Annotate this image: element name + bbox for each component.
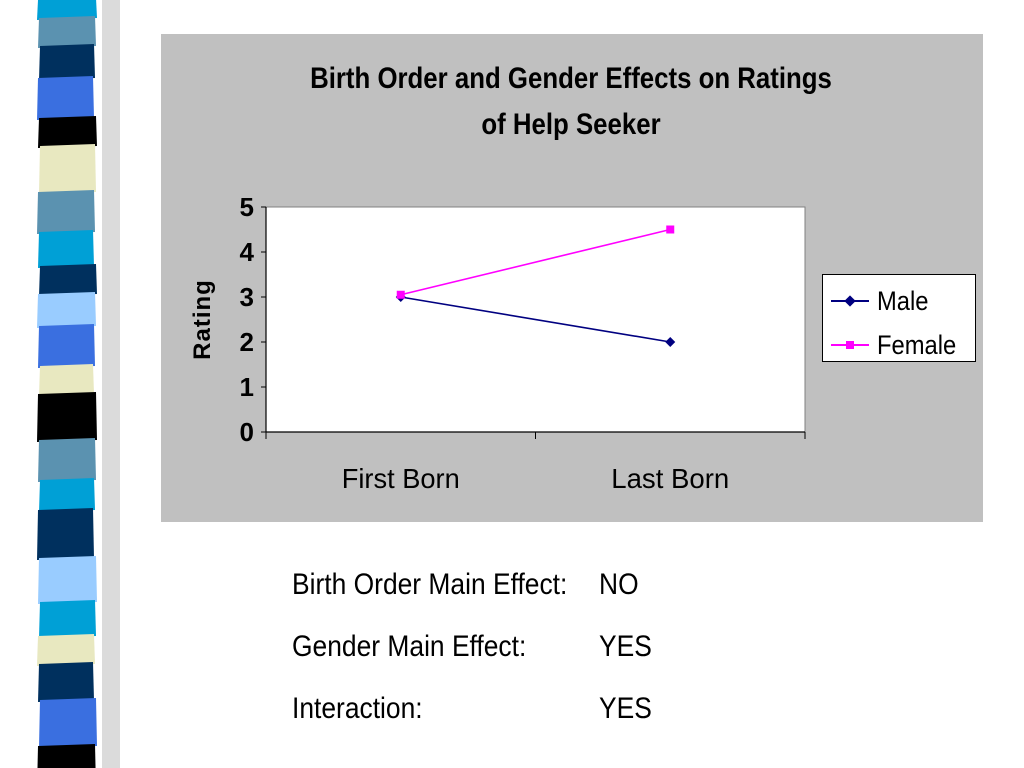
data-point-female [396, 290, 405, 299]
x-tick-label: First Born [342, 463, 460, 494]
effect-label: Gender Main Effect: [292, 630, 527, 663]
y-tick-label: 0 [240, 417, 254, 447]
data-point-male [665, 337, 676, 347]
strip-block [38, 662, 94, 702]
effect-label: Interaction: [292, 692, 423, 725]
strip-block [39, 600, 96, 638]
strip-block [37, 0, 97, 20]
series-line-female [400, 228, 671, 296]
chart-plot: 0 1 2 3 4 5 First Born Last Born Rating [189, 192, 806, 494]
strip-block [37, 744, 96, 768]
strip-block [37, 76, 94, 120]
y-axis-label: Rating [189, 279, 216, 360]
strip-block [38, 556, 97, 604]
strip-block [38, 230, 94, 268]
strip-block [38, 116, 97, 148]
effect-value: YES [599, 692, 652, 725]
legend-label-female: Female [877, 329, 957, 360]
strip-block [39, 478, 95, 512]
y-tick-label: 5 [240, 192, 254, 222]
effect-label: Birth Order Main Effect: [292, 568, 568, 601]
strip-block [38, 324, 95, 368]
series-line-male [400, 296, 671, 343]
strip-block [37, 508, 94, 560]
strip-block [39, 144, 96, 194]
strip-block [39, 364, 94, 396]
chart-area: 0 1 2 3 4 5 First Born Last Born Rating Birth Or… [161, 34, 983, 522]
strip-block [38, 16, 96, 48]
chart-title-line-1: Birth Order and Gender Effects on Rating… [310, 62, 832, 95]
legend-key-male [831, 294, 869, 308]
legend-item-male: Male [831, 285, 936, 317]
data-point-female [666, 225, 675, 234]
decorative-side-strip [0, 0, 130, 768]
y-tick-label: 3 [240, 282, 254, 312]
legend-item-female: Female [831, 329, 967, 361]
chart-legend: Male Female [822, 274, 976, 362]
effect-value: NO [599, 568, 639, 601]
strip-block [37, 392, 97, 442]
y-tick-label: 2 [240, 327, 254, 357]
strip-block [37, 634, 95, 666]
legend-key-female [831, 338, 869, 352]
strip-block [38, 438, 96, 482]
chart-title-line-2: of Help Seeker [481, 108, 661, 141]
strip-block [39, 264, 97, 296]
y-tick-label: 1 [240, 372, 254, 402]
y-tick-label: 4 [240, 237, 255, 267]
x-tick-label: Last Born [611, 463, 729, 494]
effect-value: YES [599, 630, 652, 663]
strip-block [37, 292, 96, 328]
strip-block [39, 698, 97, 748]
strip-block [37, 190, 95, 234]
legend-label-male: Male [877, 285, 929, 316]
strip-block [39, 44, 95, 80]
chart-title: Birth Order and Gender Effects on Rating… [270, 56, 872, 148]
